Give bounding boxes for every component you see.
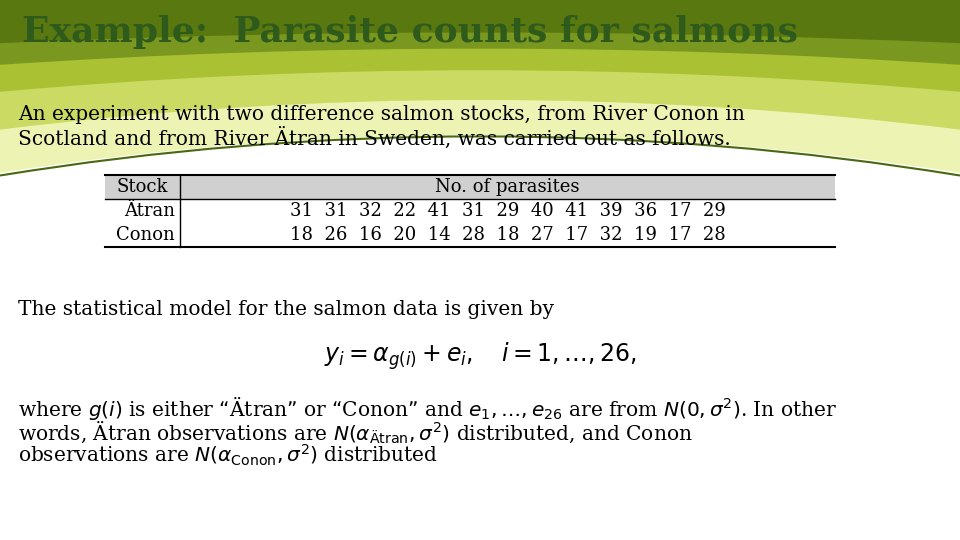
Text: Conon: Conon xyxy=(116,226,175,244)
PathPatch shape xyxy=(0,0,960,130)
Text: 18  26  16  20  14  28  18  27  17  32  19  17  28: 18 26 16 20 14 28 18 27 17 32 19 17 28 xyxy=(290,226,726,244)
Text: $y_i = \alpha_{g(i)} + e_i, \quad i = 1, \ldots, 26,$: $y_i = \alpha_{g(i)} + e_i, \quad i = 1,… xyxy=(324,340,636,372)
Text: Ätran: Ätran xyxy=(124,202,175,220)
Text: Stock: Stock xyxy=(117,178,168,196)
Text: 31  31  32  22  41  31  29  40  41  39  36  17  29: 31 31 32 22 41 31 29 40 41 39 36 17 29 xyxy=(290,202,726,220)
Text: observations are $N(\alpha_{\mathrm{Conon}},\sigma^2)$ distributed: observations are $N(\alpha_{\mathrm{Cono… xyxy=(18,443,438,468)
Text: words, Ätran observations are $N(\alpha_{\mathrm{Ätran}},\sigma^2)$ distributed,: words, Ätran observations are $N(\alpha_… xyxy=(18,419,693,444)
Text: where $g(i)$ is either “Ätran” or “Conon” and $e_1,\ldots,e_{26}$ are from $N(0,: where $g(i)$ is either “Ätran” or “Conon… xyxy=(18,395,837,422)
Text: Scotland and from River Ätran in Sweden, was carried out as follows.: Scotland and from River Ätran in Sweden,… xyxy=(18,127,731,149)
PathPatch shape xyxy=(0,0,960,92)
PathPatch shape xyxy=(0,0,960,65)
Text: No. of parasites: No. of parasites xyxy=(435,178,580,196)
Text: An experiment with two difference salmon stocks, from River Conon in: An experiment with two difference salmon… xyxy=(18,105,745,124)
PathPatch shape xyxy=(0,0,960,43)
PathPatch shape xyxy=(0,0,960,173)
Text: The statistical model for the salmon data is given by: The statistical model for the salmon dat… xyxy=(18,300,554,319)
FancyBboxPatch shape xyxy=(105,175,835,199)
Text: Example:  Parasite counts for salmons: Example: Parasite counts for salmons xyxy=(22,15,798,49)
